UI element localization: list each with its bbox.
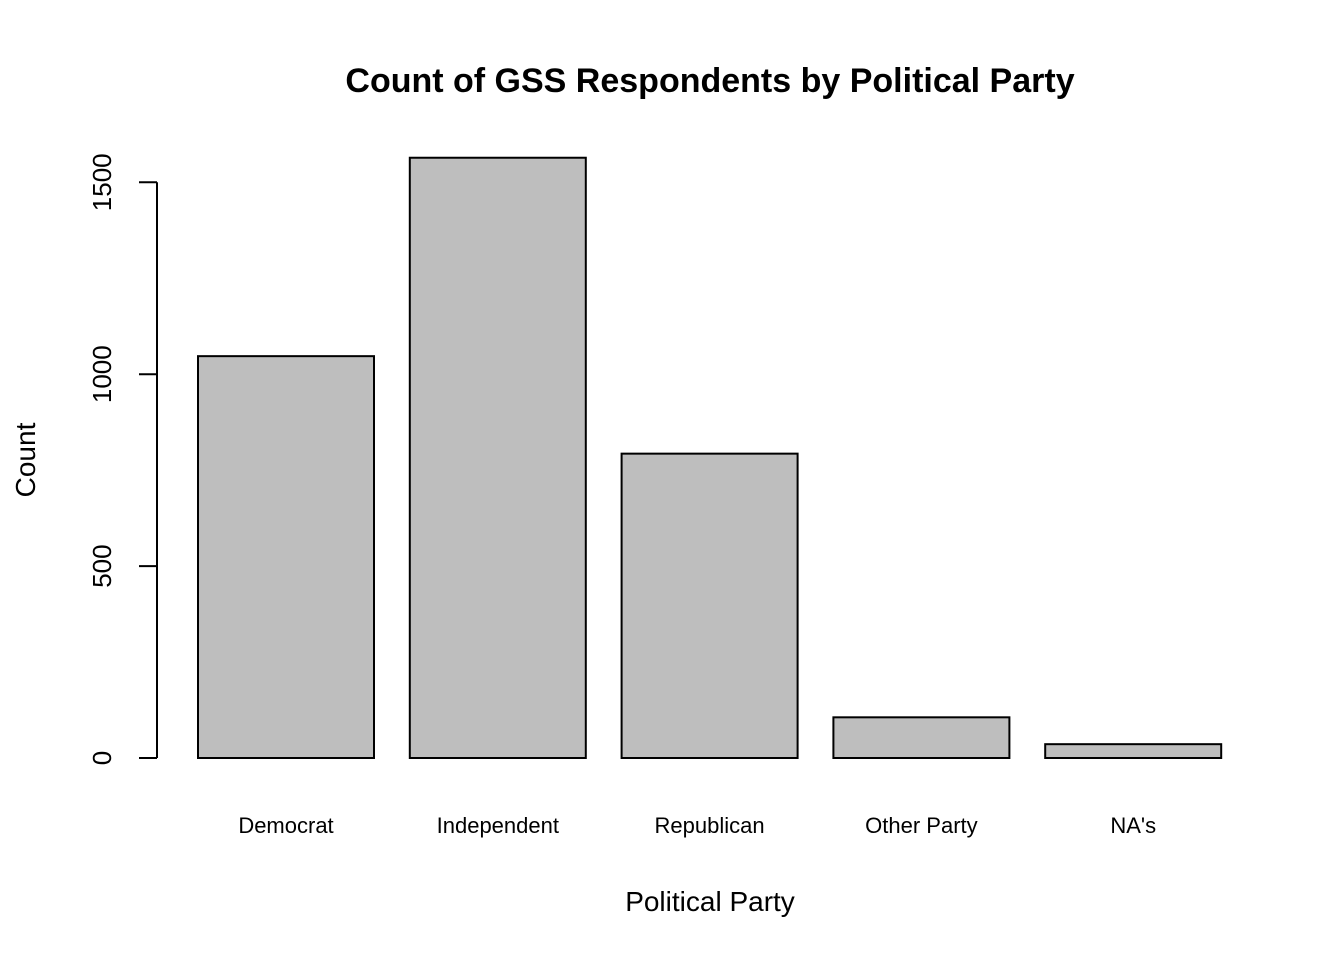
x-tick-label: NA's (1110, 813, 1156, 838)
x-tick-label: Independent (437, 813, 559, 838)
bar (408, 156, 587, 759)
bar (1044, 743, 1223, 760)
y-tick-label: 1000 (87, 345, 117, 403)
x-tick-label: Other Party (865, 813, 977, 838)
bar (620, 452, 799, 759)
y-axis: 0 500 1000 1500 (87, 153, 158, 765)
y-tick-label: 1500 (87, 153, 117, 211)
category-labels: Democrat Independent Republican Other Party… (238, 813, 1156, 838)
chart-title: Count of GSS Respondents by Political Pa… (345, 62, 1074, 100)
y-tick-label: 500 (87, 544, 117, 587)
y-tick-label: 0 (87, 751, 117, 765)
y-axis-label: Count (10, 422, 41, 497)
x-tick-label: Republican (655, 813, 765, 838)
bar (197, 355, 375, 759)
bars (197, 156, 1223, 760)
x-axis-label: Political Party (625, 886, 795, 917)
x-tick-label: Democrat (238, 813, 333, 838)
bar (832, 716, 1011, 759)
